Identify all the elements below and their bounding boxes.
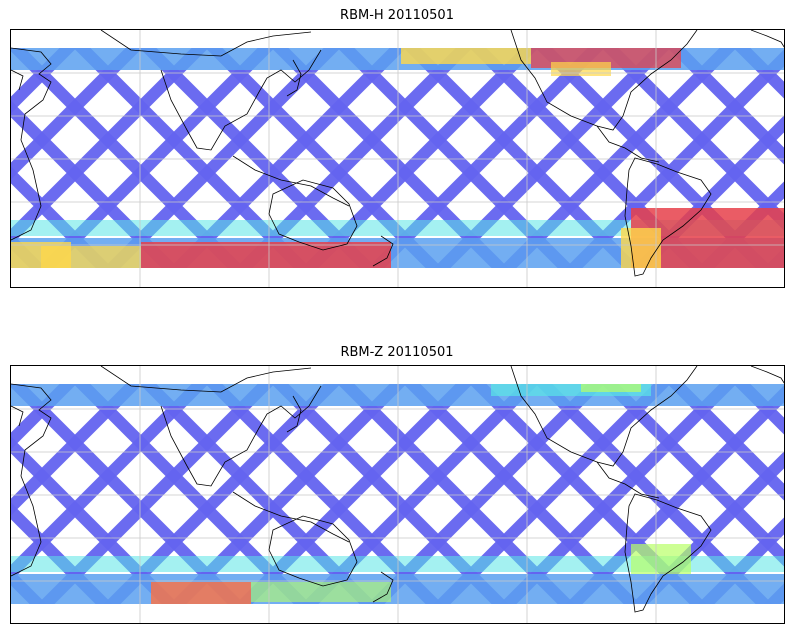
- map-plot: [11, 366, 784, 623]
- intensity-patch: [551, 62, 611, 76]
- intensity-patch: [151, 582, 251, 604]
- intensity-patch: [251, 582, 391, 602]
- map-frame: [10, 29, 785, 288]
- coastlines: [11, 366, 784, 613]
- coastline: [510, 30, 698, 131]
- coastline: [11, 405, 24, 427]
- coastlines: [11, 30, 784, 277]
- intensity-patch: [631, 544, 691, 574]
- coastline: [11, 47, 52, 241]
- intensity-patch: [11, 556, 784, 572]
- track-descending: [11, 48, 143, 180]
- coastline: [11, 69, 24, 91]
- intensity-patch: [41, 246, 141, 268]
- track-ascending: [667, 384, 784, 501]
- coastline: [268, 179, 358, 251]
- map-plot: [11, 30, 784, 287]
- track-ascending: [733, 384, 784, 435]
- track-descending: [11, 48, 77, 114]
- coastline: [100, 366, 312, 393]
- graticule: [11, 30, 784, 287]
- coastline: [596, 461, 660, 499]
- track-descending: [11, 384, 77, 450]
- coastline: [750, 366, 784, 384]
- coastline: [160, 49, 322, 151]
- satellite-tracks: [11, 48, 784, 268]
- track-ascending: [733, 48, 784, 99]
- track-ascending: [667, 48, 784, 165]
- coastline: [268, 515, 358, 587]
- panel-title: RBM-H 20110501: [340, 8, 454, 23]
- coastline: [624, 157, 712, 277]
- coastline: [372, 571, 394, 603]
- panel-title: RBM-Z 20110501: [340, 345, 454, 360]
- track-ascending: [601, 384, 784, 567]
- intensity-patch: [401, 48, 531, 64]
- coastline: [596, 125, 660, 163]
- coastline: [286, 395, 302, 433]
- track-ascending: [601, 48, 784, 231]
- coastline: [11, 383, 52, 577]
- satellite-tracks: [11, 384, 784, 604]
- coastline: [372, 235, 394, 267]
- graticule: [11, 366, 784, 623]
- map-frame: [10, 365, 785, 624]
- coastline: [510, 366, 698, 467]
- intensity-patch: [581, 384, 641, 392]
- intensity-patch: [141, 242, 391, 268]
- track-descending: [11, 384, 143, 516]
- coastline: [750, 30, 784, 48]
- coastline: [160, 385, 322, 487]
- coastline: [286, 59, 302, 97]
- intensity-patch: [621, 228, 661, 268]
- coastline: [624, 493, 712, 613]
- intensity-patch: [11, 220, 784, 236]
- coastline: [100, 30, 312, 57]
